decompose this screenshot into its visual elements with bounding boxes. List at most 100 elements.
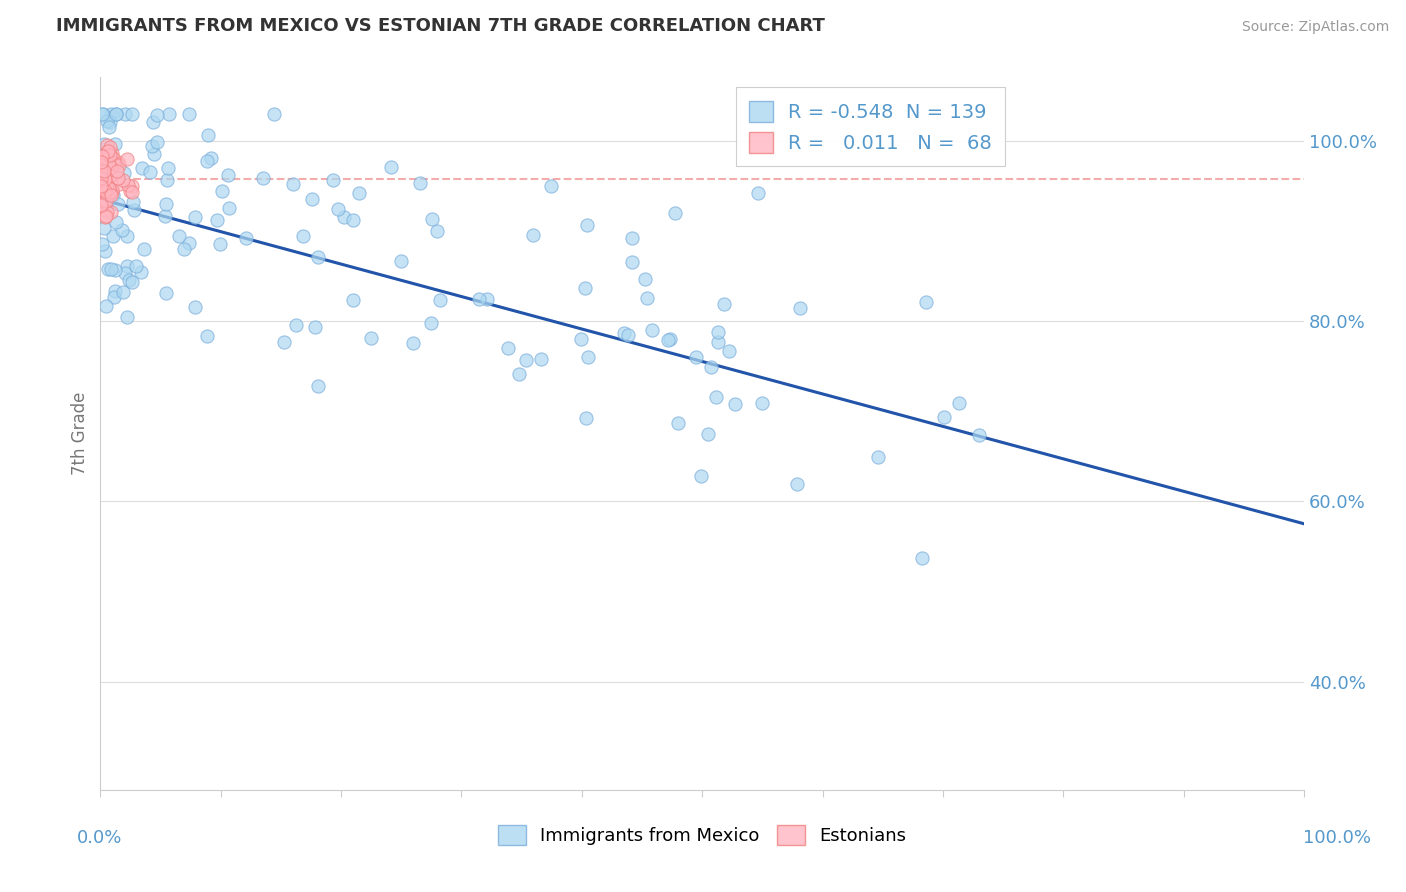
- Point: [120, 185, 142, 199]
- Point: [118, 273, 141, 287]
- Point: [717, 343, 740, 358]
- Point: [91, 184, 114, 198]
- Point: [197, 128, 219, 142]
- Point: [94, 210, 117, 224]
- Point: [704, 390, 727, 404]
- Point: [114, 266, 136, 280]
- Point: [100, 187, 122, 202]
- Point: [707, 335, 730, 350]
- Point: [105, 163, 128, 178]
- Point: [751, 396, 773, 410]
- Point: [103, 289, 125, 303]
- Point: [666, 417, 689, 431]
- Point: [156, 161, 179, 175]
- Point: [100, 161, 122, 176]
- Point: [98, 120, 121, 134]
- Point: [402, 335, 425, 350]
- Point: [617, 328, 640, 343]
- Point: [467, 293, 489, 307]
- Point: [94, 196, 117, 211]
- Point: [146, 136, 169, 150]
- Point: [90, 178, 112, 193]
- Point: [94, 158, 117, 172]
- Point: [426, 223, 449, 237]
- Point: [263, 106, 285, 120]
- Point: [94, 166, 117, 180]
- Point: [157, 106, 180, 120]
- Point: [97, 262, 120, 277]
- Point: [333, 211, 356, 225]
- Point: [91, 151, 114, 165]
- Point: [915, 295, 938, 310]
- Point: [508, 367, 530, 381]
- Point: [101, 183, 124, 197]
- Point: [98, 180, 121, 194]
- Point: [307, 250, 329, 264]
- Point: [134, 242, 156, 256]
- Point: [101, 187, 124, 202]
- Point: [96, 137, 118, 152]
- Point: [122, 195, 145, 210]
- Point: [89, 170, 111, 185]
- Point: [156, 173, 179, 187]
- Point: [179, 235, 201, 250]
- Point: [90, 184, 112, 198]
- Point: [108, 158, 131, 172]
- Point: [211, 184, 233, 198]
- Point: [90, 106, 112, 120]
- Point: [177, 106, 200, 120]
- Point: [207, 212, 229, 227]
- Point: [142, 115, 165, 129]
- Point: [540, 178, 562, 193]
- Point: [108, 178, 131, 192]
- Point: [208, 236, 231, 251]
- Point: [342, 293, 364, 307]
- Point: [217, 168, 239, 182]
- Point: [107, 171, 129, 186]
- Point: [90, 172, 112, 186]
- Point: [360, 331, 382, 345]
- Text: 0.0%: 0.0%: [77, 829, 122, 847]
- Y-axis label: 7th Grade: 7th Grade: [72, 392, 89, 475]
- Point: [98, 114, 121, 128]
- Point: [183, 211, 205, 225]
- Legend: R = -0.548  N = 139, R =   0.011   N =  68: R = -0.548 N = 139, R = 0.011 N = 68: [735, 87, 1005, 167]
- Point: [724, 397, 747, 411]
- Point: [613, 326, 636, 341]
- Point: [713, 297, 735, 311]
- Point: [97, 145, 120, 159]
- Point: [107, 155, 129, 169]
- Point: [90, 202, 112, 217]
- Point: [93, 136, 115, 151]
- Point: [97, 181, 120, 195]
- Point: [90, 162, 112, 177]
- Point: [91, 161, 114, 176]
- Point: [101, 146, 124, 161]
- Point: [104, 262, 127, 277]
- Point: [967, 428, 990, 442]
- Point: [94, 179, 117, 194]
- Point: [498, 342, 520, 356]
- Point: [94, 184, 117, 198]
- Point: [112, 285, 135, 299]
- Text: Source: ZipAtlas.com: Source: ZipAtlas.com: [1241, 21, 1389, 34]
- Point: [98, 169, 121, 183]
- Point: [90, 155, 112, 169]
- Point: [576, 350, 599, 364]
- Point: [93, 164, 115, 178]
- Point: [100, 204, 122, 219]
- Point: [90, 154, 112, 169]
- Point: [167, 229, 190, 244]
- Point: [138, 165, 160, 179]
- Point: [301, 193, 323, 207]
- Point: [689, 469, 711, 483]
- Point: [98, 148, 121, 162]
- Text: 100.0%: 100.0%: [1303, 829, 1371, 847]
- Point: [342, 212, 364, 227]
- Point: [93, 172, 115, 186]
- Point: [107, 197, 129, 211]
- Point: [575, 411, 598, 425]
- Point: [101, 185, 124, 199]
- Point: [96, 204, 118, 219]
- Point: [114, 106, 136, 120]
